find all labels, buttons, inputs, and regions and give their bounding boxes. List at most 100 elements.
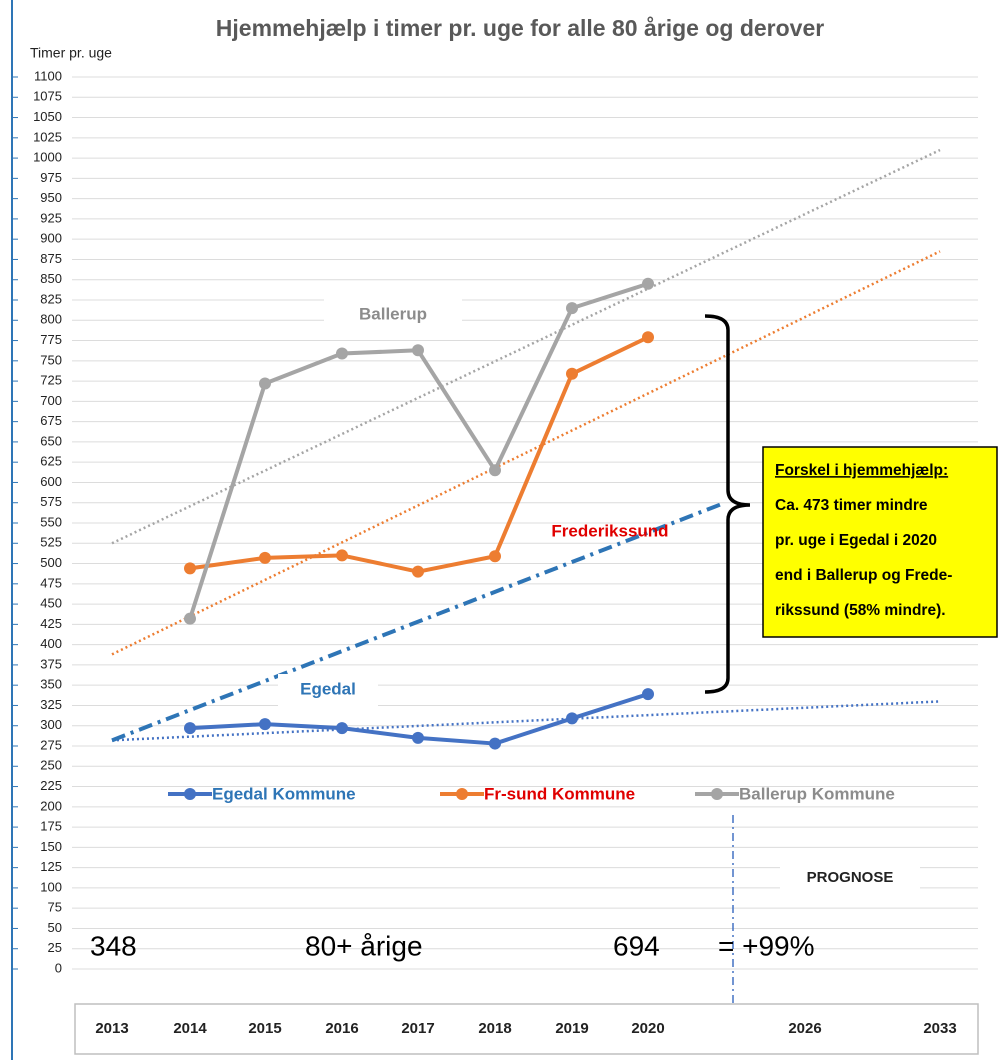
bottom-text: 80+ årige xyxy=(305,930,423,961)
legend-marker xyxy=(456,788,468,800)
data-point xyxy=(642,277,654,290)
x-tick-label: 2018 xyxy=(478,1020,511,1037)
y-tick-label: 175 xyxy=(40,819,62,834)
y-tick-label: 625 xyxy=(40,454,62,469)
y-tick-label: 25 xyxy=(48,940,62,955)
label-bg xyxy=(324,299,462,331)
y-tick-label: 500 xyxy=(40,555,62,570)
y-tick-label: 250 xyxy=(40,758,62,773)
y-tick-label: 775 xyxy=(40,332,62,347)
y-tick-label: 600 xyxy=(40,474,62,489)
x-tick-label: 2017 xyxy=(401,1020,434,1037)
data-point xyxy=(566,712,578,725)
data-point xyxy=(336,722,348,735)
category-table xyxy=(74,1003,979,1055)
data-point xyxy=(259,377,271,390)
y-axis-label: Timer pr. uge xyxy=(30,45,112,61)
data-point xyxy=(412,731,424,744)
data-point xyxy=(412,344,424,357)
annotation: PROGNOSE xyxy=(807,869,894,886)
x-tick-label: 2033 xyxy=(923,1020,956,1037)
y-tick-label: 525 xyxy=(40,535,62,550)
annotation: Frederikssund xyxy=(551,521,668,540)
chart-title: Hjemmehjælp i timer pr. uge for alle 80 … xyxy=(216,15,824,41)
callout-text: rikssund (58% mindre). xyxy=(775,602,946,619)
x-tick-label: 2013 xyxy=(95,1020,128,1037)
y-tick-label: 325 xyxy=(40,697,62,712)
x-tick-label: 2020 xyxy=(631,1020,664,1037)
data-point xyxy=(184,562,196,575)
y-tick-label: 725 xyxy=(40,373,62,388)
annotation: Egedal xyxy=(300,679,356,698)
y-tick-label: 275 xyxy=(40,737,62,752)
y-tick-label: 400 xyxy=(40,636,62,651)
y-tick-label: 50 xyxy=(48,920,62,935)
y-tick-label: 850 xyxy=(40,271,62,286)
data-point xyxy=(184,612,196,625)
y-tick-label: 825 xyxy=(40,291,62,306)
legend-label: Ballerup Kommune xyxy=(739,784,895,803)
data-point xyxy=(566,302,578,315)
y-tick-label: 1050 xyxy=(33,109,62,124)
y-tick-label: 650 xyxy=(40,433,62,448)
y-tick-label: 1025 xyxy=(33,129,62,144)
y-tick-label: 300 xyxy=(40,717,62,732)
y-tick-label: 200 xyxy=(40,798,62,813)
y-tick-label: 875 xyxy=(40,251,62,266)
x-tick-label: 2014 xyxy=(173,1020,207,1037)
data-point xyxy=(336,549,348,562)
callout-text: Ca. 473 timer mindre xyxy=(775,497,928,514)
y-tick-label: 1100 xyxy=(34,68,62,83)
x-tick-label: 2019 xyxy=(555,1020,588,1037)
y-tick-label: 0 xyxy=(55,960,62,975)
y-tick-label: 975 xyxy=(40,170,62,185)
y-tick-label: 550 xyxy=(40,514,62,529)
y-tick-label: 900 xyxy=(40,231,62,246)
y-tick-label: 75 xyxy=(48,900,62,915)
bottom-text: 348 xyxy=(90,930,137,961)
y-tick-label: 1000 xyxy=(33,150,62,165)
y-tick-label: 950 xyxy=(40,190,62,205)
x-tick-label: 2026 xyxy=(788,1020,821,1037)
y-tick-label: 125 xyxy=(40,859,62,874)
legend-label: Egedal Kommune xyxy=(212,784,356,803)
y-tick-label: 150 xyxy=(40,839,62,854)
data-point xyxy=(412,565,424,578)
data-point xyxy=(489,464,501,477)
y-tick-label: 700 xyxy=(40,393,62,408)
y-tick-label: 1075 xyxy=(33,89,62,104)
y-tick-label: 475 xyxy=(40,575,62,590)
y-tick-label: 800 xyxy=(40,312,62,327)
trendline xyxy=(111,250,941,656)
y-tick-label: 925 xyxy=(40,210,62,225)
y-tick-label: 225 xyxy=(40,778,62,793)
data-point xyxy=(259,551,271,564)
bottom-text: 694 xyxy=(613,930,660,961)
label-bg xyxy=(780,862,920,894)
legend-marker xyxy=(711,788,723,800)
y-tick-label: 425 xyxy=(40,616,62,631)
y-tick-label: 675 xyxy=(40,413,62,428)
callout-text: end i Ballerup og Frede- xyxy=(775,567,952,584)
label-bg xyxy=(278,674,378,706)
data-point xyxy=(566,367,578,380)
data-point xyxy=(184,722,196,735)
x-tick-label: 2015 xyxy=(248,1020,281,1037)
y-tick-label: 750 xyxy=(40,352,62,367)
bottom-text: = +99% xyxy=(718,930,815,961)
callout-box xyxy=(762,446,998,638)
callout-text: Forskel i hjemmehjælp: xyxy=(775,462,948,479)
annotation: Ballerup xyxy=(359,304,427,323)
data-point xyxy=(642,688,654,701)
trendline xyxy=(111,500,726,743)
data-point xyxy=(336,347,348,360)
y-tick-label: 375 xyxy=(40,656,62,671)
y-tick-label: 450 xyxy=(40,596,62,611)
y-tick-label: 100 xyxy=(40,879,62,894)
data-point xyxy=(642,331,654,344)
data-point xyxy=(259,718,271,731)
trendline xyxy=(111,700,941,742)
y-tick-label: 575 xyxy=(40,494,62,509)
callout-text: pr. uge i Egedal i 2020 xyxy=(775,532,937,549)
